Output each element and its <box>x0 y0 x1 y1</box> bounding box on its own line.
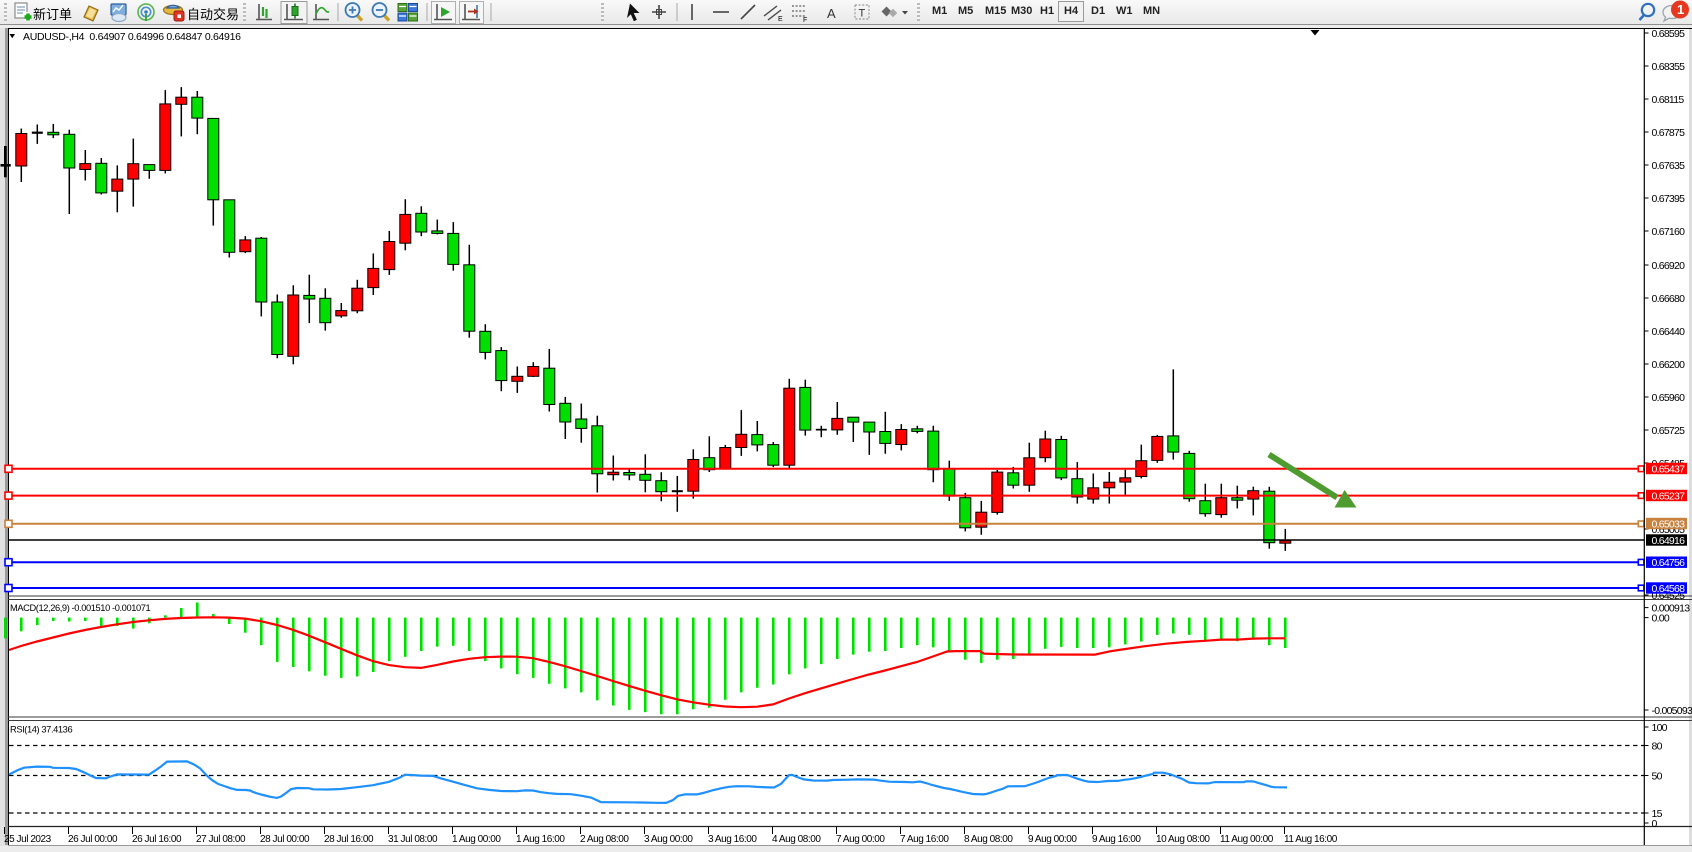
svg-text:1: 1 <box>1677 2 1684 17</box>
svg-text:-0.005093: -0.005093 <box>1652 705 1692 717</box>
svg-text:9 Aug 16:00: 9 Aug 16:00 <box>1092 834 1141 845</box>
svg-text:E: E <box>778 16 783 23</box>
svg-text:100: 100 <box>1652 722 1668 734</box>
svg-text:RSI(14) 37.4136: RSI(14) 37.4136 <box>10 725 72 735</box>
svg-text:0: 0 <box>1652 818 1658 830</box>
svg-text:8 Aug 08:00: 8 Aug 08:00 <box>964 834 1013 845</box>
svg-text:MACD(12,26,9) -0.001510 -0.001: MACD(12,26,9) -0.001510 -0.001071 <box>10 603 151 613</box>
svg-text:26 Jul 00:00: 26 Jul 00:00 <box>68 834 118 845</box>
svg-text:0.68355: 0.68355 <box>1652 61 1686 73</box>
svg-text:80: 80 <box>1652 741 1663 753</box>
svg-text:0.67160: 0.67160 <box>1652 226 1686 238</box>
svg-text:0.66440: 0.66440 <box>1652 326 1686 338</box>
svg-text:0.67635: 0.67635 <box>1652 160 1686 172</box>
svg-text:1 Aug 00:00: 1 Aug 00:00 <box>452 834 501 845</box>
svg-text:31 Jul 08:00: 31 Jul 08:00 <box>388 834 438 845</box>
svg-text:7 Aug 00:00: 7 Aug 00:00 <box>836 834 885 845</box>
svg-text:2 Aug 08:00: 2 Aug 08:00 <box>580 834 629 845</box>
svg-text:25 Jul 2023: 25 Jul 2023 <box>4 834 52 845</box>
svg-text:28 Jul 00:00: 28 Jul 00:00 <box>260 834 310 845</box>
svg-text:0.65725: 0.65725 <box>1652 425 1686 437</box>
svg-text:50: 50 <box>1652 771 1663 783</box>
svg-text:0.67875: 0.67875 <box>1652 127 1686 139</box>
svg-text:10 Aug 08:00: 10 Aug 08:00 <box>1156 834 1210 845</box>
svg-text:0.68115: 0.68115 <box>1652 94 1685 106</box>
svg-text:0.64568: 0.64568 <box>1652 583 1686 595</box>
svg-text:0.65960: 0.65960 <box>1652 392 1686 404</box>
svg-text:11 Aug 16:00: 11 Aug 16:00 <box>1284 834 1338 845</box>
svg-text:9 Aug 00:00: 9 Aug 00:00 <box>1028 834 1077 845</box>
svg-text:0.65033: 0.65033 <box>1652 519 1686 531</box>
svg-text:AUDUSD-,H4 0.64907 0.64996 0.: AUDUSD-,H4 0.64907 0.64996 0.64847 0.649… <box>23 31 241 43</box>
svg-text:4 Aug 08:00: 4 Aug 08:00 <box>772 834 821 845</box>
svg-text:0.66920: 0.66920 <box>1652 260 1686 272</box>
svg-text:26 Jul 16:00: 26 Jul 16:00 <box>132 834 182 845</box>
svg-text:0.68595: 0.68595 <box>1652 28 1686 40</box>
svg-text:F: F <box>803 17 807 24</box>
svg-text:3 Aug 00:00: 3 Aug 00:00 <box>644 834 693 845</box>
svg-text:11 Aug 00:00: 11 Aug 00:00 <box>1220 834 1274 845</box>
svg-text:15: 15 <box>1652 808 1663 820</box>
svg-text:0.65237: 0.65237 <box>1652 491 1686 503</box>
svg-text:28 Jul 16:00: 28 Jul 16:00 <box>324 834 374 845</box>
svg-text:0.00: 0.00 <box>1652 613 1670 625</box>
svg-text:0.65437: 0.65437 <box>1652 464 1686 476</box>
svg-text:0.64916: 0.64916 <box>1652 535 1686 547</box>
svg-text:A: A <box>827 6 836 21</box>
svg-text:1 Aug 16:00: 1 Aug 16:00 <box>516 834 565 845</box>
svg-text:0.64756: 0.64756 <box>1652 557 1686 569</box>
svg-text:0.66200: 0.66200 <box>1652 359 1686 371</box>
svg-text:0.67395: 0.67395 <box>1652 193 1686 205</box>
svg-text:7 Aug 16:00: 7 Aug 16:00 <box>900 834 949 845</box>
svg-text:T: T <box>859 8 866 20</box>
svg-text:27 Jul 08:00: 27 Jul 08:00 <box>196 834 246 845</box>
svg-text:0.000913: 0.000913 <box>1652 603 1691 615</box>
svg-text:0.66680: 0.66680 <box>1652 293 1686 305</box>
svg-text:3 Aug 16:00: 3 Aug 16:00 <box>708 834 757 845</box>
